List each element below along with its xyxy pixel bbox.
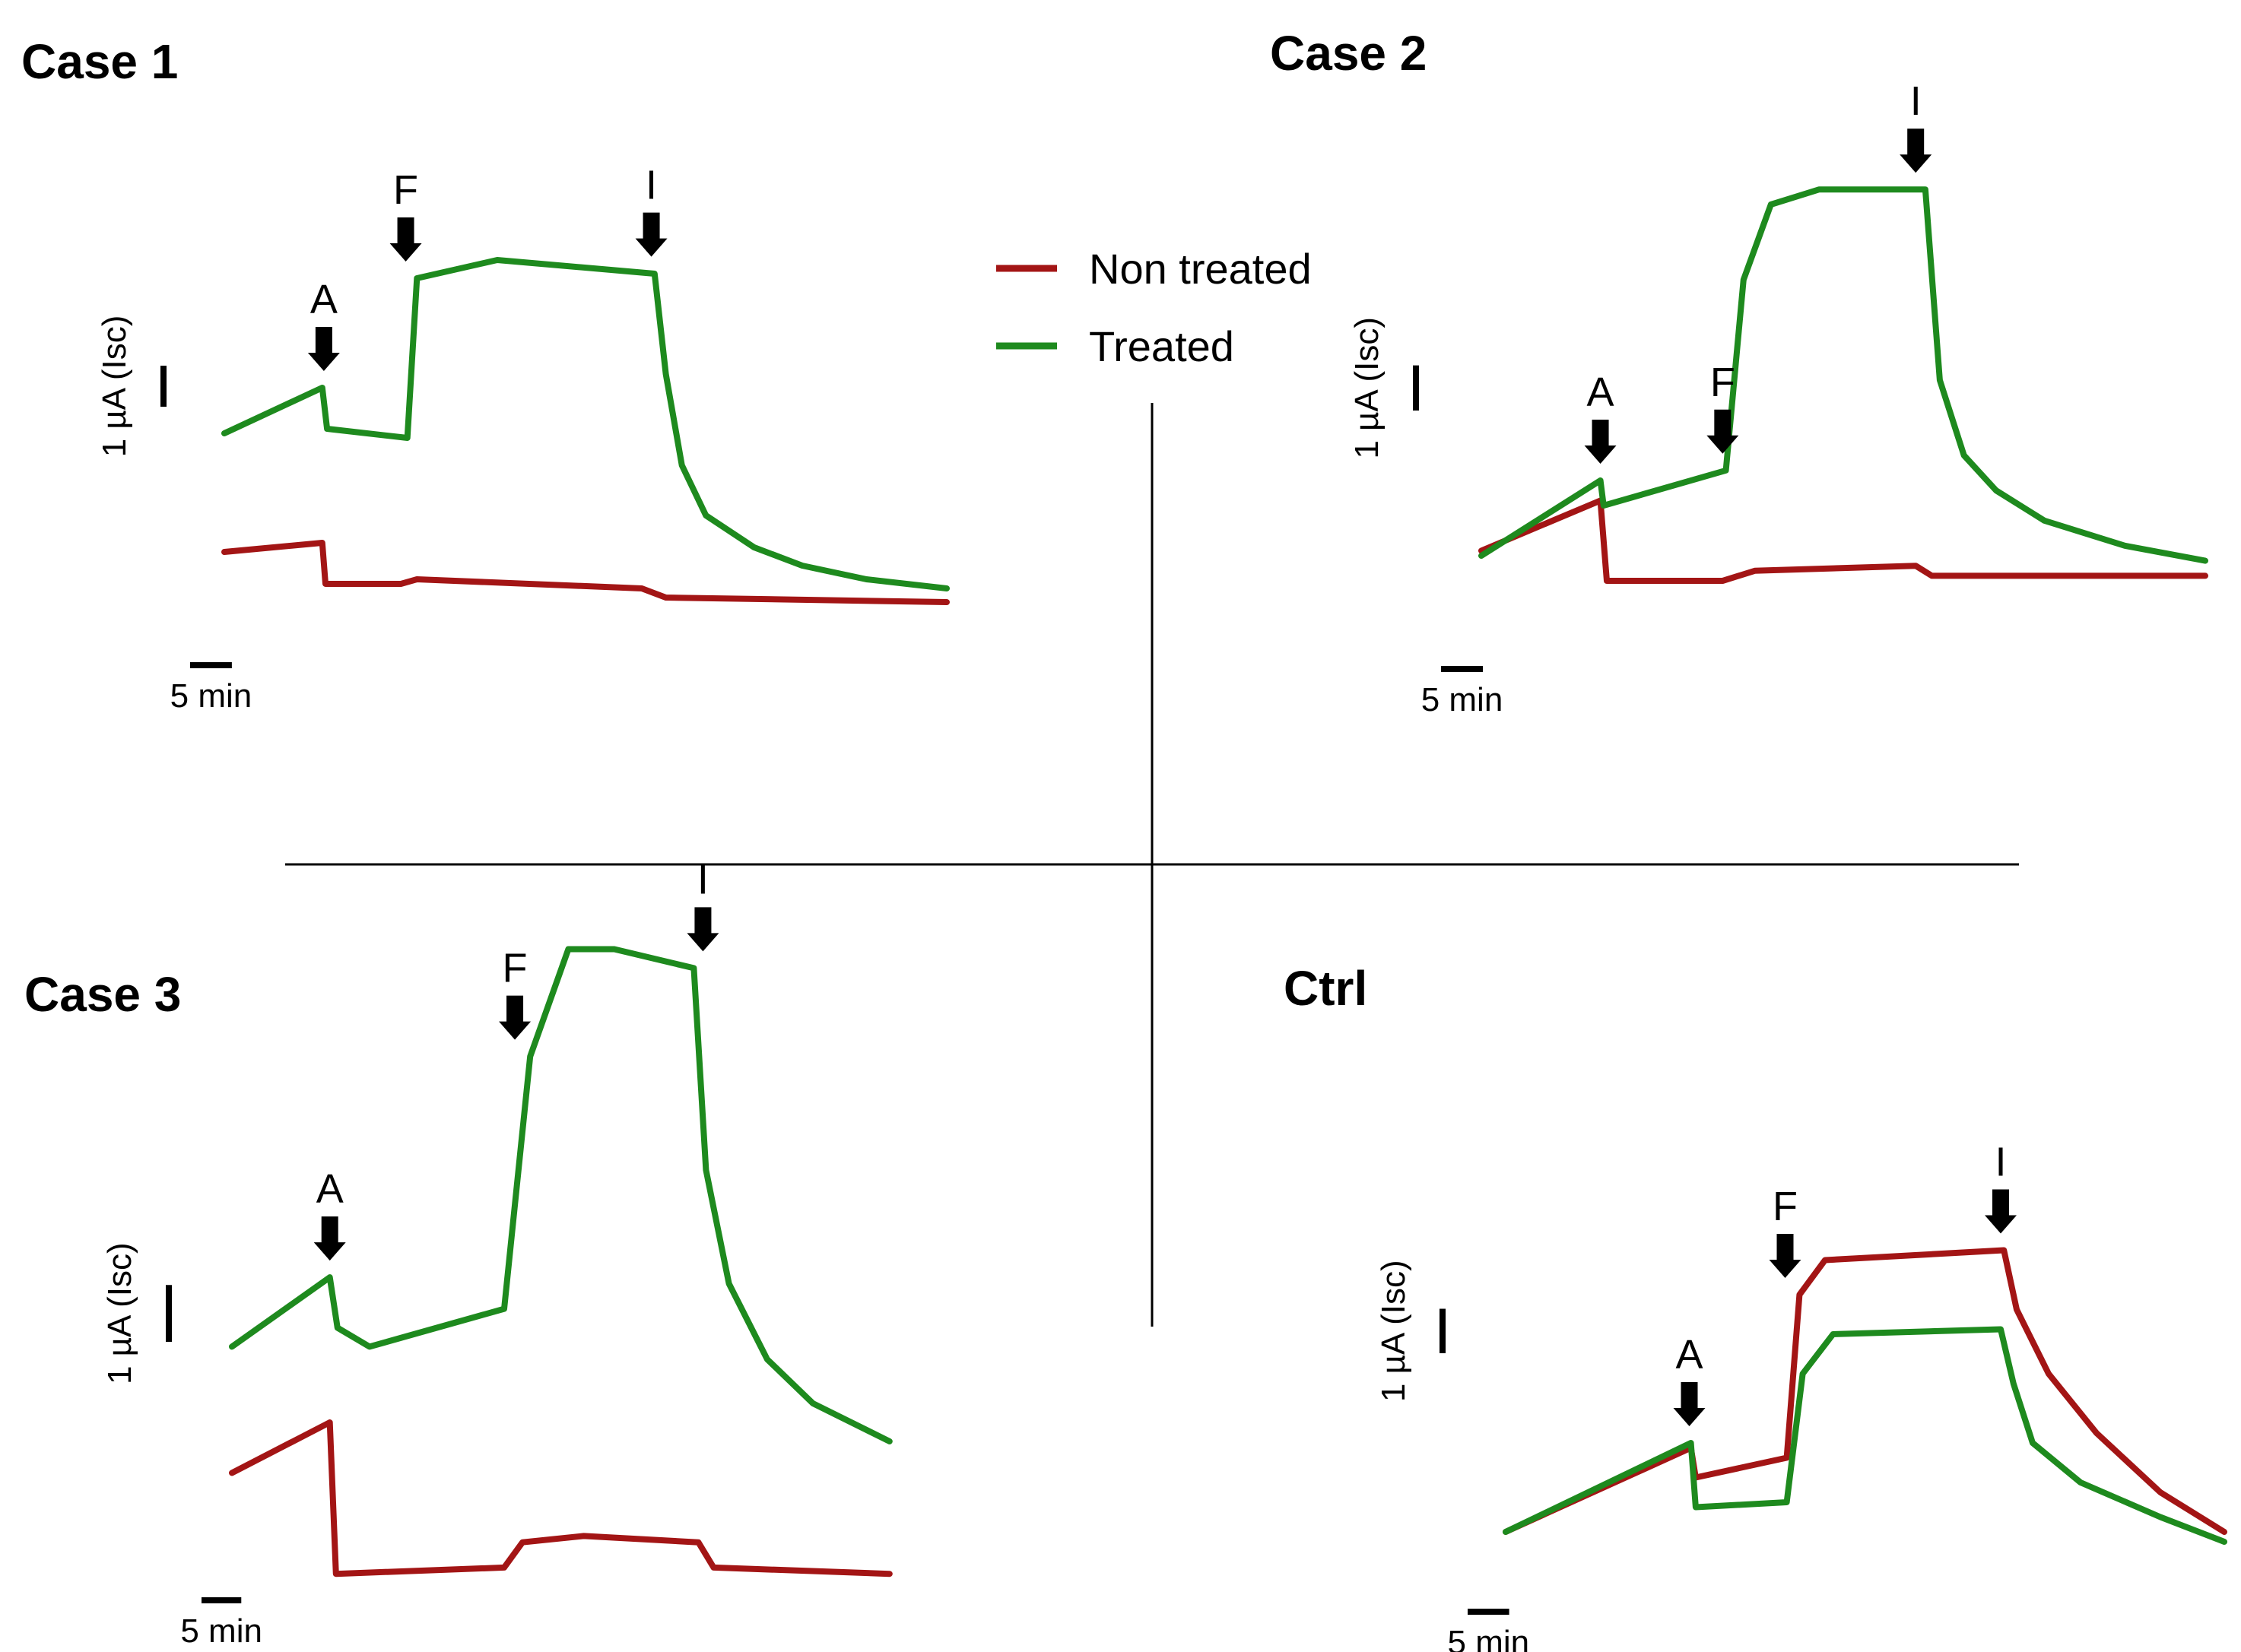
marker-label-a: A (310, 277, 338, 322)
legend: Non treated Treated (996, 245, 1312, 370)
marker-arrow-i (1900, 128, 1932, 173)
marker-arrow-f (1706, 409, 1739, 454)
panel-title-case-3: Case 3 (24, 967, 181, 1022)
chart-panel-case-2: A F I 1 µA (Isc) 5 min (1348, 78, 2208, 718)
scale-bar-y-label: 1 µA (Isc) (1375, 1260, 1412, 1402)
marker-arrow-a (1584, 420, 1617, 464)
marker-arrow-a (313, 1216, 346, 1261)
scale-bar-x-label: 5 min (180, 1612, 262, 1650)
series-line-treated (229, 946, 893, 1444)
marker-arrow-i (687, 907, 719, 952)
scale-bar-y-label: 1 µA (Isc) (1348, 317, 1386, 459)
series-line-non-treated (221, 540, 950, 605)
scale-bar-y-label: 1 µA (Isc) (101, 1242, 138, 1384)
series-line-treated (1478, 186, 2208, 564)
scale-bar-x-label: 5 min (1421, 681, 1503, 718)
legend-label-treated: Treated (1089, 322, 1234, 370)
marker-label-f: F (503, 946, 528, 991)
marker-label-i: I (1910, 78, 1922, 124)
marker-arrow-i (635, 212, 668, 257)
legend-label-non-treated: Non treated (1089, 245, 1312, 293)
panel-title-case-2: Case 2 (1270, 26, 1427, 81)
series-line-treated (1503, 1326, 2227, 1545)
marker-arrow-f (1769, 1234, 1801, 1278)
series-line-treated (221, 257, 950, 591)
marker-label-a: A (1675, 1332, 1703, 1378)
marker-label-i: I (697, 857, 709, 902)
chart-panel-case-1: A F I 1 µA (Isc) 5 min (96, 163, 950, 715)
marker-label-a: A (316, 1166, 344, 1212)
marker-arrow-a (1673, 1382, 1706, 1426)
scale-bar-x-label: 5 min (1448, 1624, 1530, 1652)
marker-arrow-f (499, 995, 532, 1040)
marker-label-f: F (393, 167, 418, 213)
series-line-non-treated (1478, 497, 2208, 584)
panel-title-ctrl: Ctrl (1284, 961, 1367, 1016)
panel-title-case-1: Case 1 (21, 34, 178, 89)
chart-panel-ctrl: A F I 1 µA (Isc) 5 min (1375, 1140, 2227, 1652)
marker-label-i: I (1995, 1140, 2006, 1185)
scale-bar-y-label: 1 µA (Isc) (96, 315, 133, 458)
marker-label-i: I (646, 163, 657, 208)
marker-label-f: F (1773, 1184, 1798, 1229)
marker-arrow-f (389, 217, 422, 262)
chart-panel-case-3: A F I 1 µA (Isc) 5 min (101, 857, 893, 1650)
series-line-non-treated (1503, 1247, 2227, 1535)
marker-label-a: A (1587, 369, 1614, 415)
scale-bar-x-label: 5 min (170, 677, 252, 715)
marker-arrow-i (1985, 1189, 2017, 1234)
marker-arrow-a (307, 327, 340, 371)
marker-label-f: F (1710, 360, 1735, 405)
series-line-non-treated (229, 1419, 893, 1577)
